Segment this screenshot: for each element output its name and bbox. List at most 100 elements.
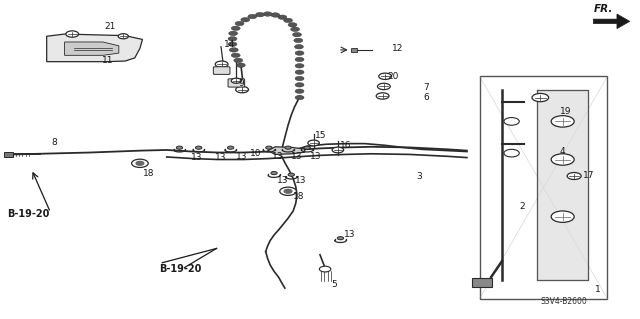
- Circle shape: [532, 93, 548, 102]
- Text: 13: 13: [214, 153, 226, 162]
- Circle shape: [295, 63, 304, 68]
- Circle shape: [236, 63, 245, 67]
- Polygon shape: [537, 90, 588, 280]
- Text: 15: 15: [315, 131, 326, 140]
- Text: 13: 13: [236, 152, 247, 161]
- Circle shape: [235, 21, 244, 26]
- Circle shape: [231, 53, 240, 57]
- Circle shape: [504, 149, 519, 157]
- Text: 17: 17: [583, 171, 595, 180]
- Circle shape: [195, 146, 202, 149]
- Polygon shape: [268, 147, 305, 154]
- Text: FR.: FR.: [593, 4, 612, 14]
- Text: 8: 8: [52, 138, 58, 147]
- Circle shape: [241, 18, 250, 22]
- Circle shape: [308, 140, 319, 146]
- Circle shape: [228, 37, 237, 41]
- Circle shape: [177, 146, 182, 149]
- Circle shape: [319, 266, 331, 272]
- Text: 20: 20: [387, 72, 399, 81]
- Text: 13: 13: [344, 230, 356, 239]
- Circle shape: [132, 159, 148, 167]
- Circle shape: [295, 83, 304, 87]
- Text: 13: 13: [276, 176, 288, 185]
- Circle shape: [295, 89, 304, 93]
- Circle shape: [295, 70, 304, 74]
- Polygon shape: [593, 14, 630, 29]
- Polygon shape: [472, 278, 492, 286]
- Text: 11: 11: [102, 56, 113, 65]
- Polygon shape: [47, 34, 143, 62]
- Circle shape: [551, 116, 574, 127]
- Text: 21: 21: [104, 22, 116, 31]
- Text: 18: 18: [293, 192, 305, 202]
- Circle shape: [379, 73, 392, 79]
- Text: 13: 13: [272, 152, 284, 161]
- Circle shape: [266, 146, 272, 149]
- Circle shape: [284, 18, 292, 23]
- Text: 12: 12: [392, 44, 403, 54]
- Polygon shape: [4, 152, 13, 157]
- Circle shape: [136, 161, 144, 165]
- Circle shape: [280, 187, 296, 196]
- Circle shape: [285, 146, 291, 149]
- Circle shape: [295, 51, 304, 55]
- FancyBboxPatch shape: [479, 76, 607, 299]
- Text: 6: 6: [424, 93, 429, 102]
- Circle shape: [378, 83, 390, 90]
- Circle shape: [284, 189, 292, 193]
- Circle shape: [271, 172, 277, 175]
- Text: 4: 4: [559, 147, 565, 156]
- Circle shape: [228, 42, 237, 47]
- FancyBboxPatch shape: [228, 79, 244, 87]
- Circle shape: [292, 33, 301, 37]
- Circle shape: [551, 154, 574, 165]
- Circle shape: [294, 38, 303, 43]
- Text: B-19-20: B-19-20: [7, 209, 49, 219]
- Circle shape: [248, 14, 257, 19]
- Text: 18: 18: [143, 169, 154, 178]
- Circle shape: [551, 211, 574, 222]
- Circle shape: [376, 93, 389, 99]
- Circle shape: [236, 86, 248, 93]
- Text: 16: 16: [340, 141, 352, 150]
- Text: S3V4-B2600: S3V4-B2600: [540, 297, 587, 306]
- Text: 10: 10: [250, 149, 261, 158]
- Circle shape: [215, 61, 228, 67]
- Circle shape: [294, 45, 303, 49]
- Circle shape: [255, 12, 264, 17]
- Text: 1: 1: [595, 285, 600, 293]
- Circle shape: [288, 173, 294, 176]
- Circle shape: [228, 31, 237, 36]
- FancyBboxPatch shape: [213, 67, 230, 74]
- Polygon shape: [351, 48, 357, 52]
- Circle shape: [295, 95, 304, 100]
- Circle shape: [66, 31, 79, 37]
- Circle shape: [295, 57, 304, 62]
- Circle shape: [229, 48, 238, 52]
- Circle shape: [291, 27, 300, 32]
- Text: B-19-20: B-19-20: [159, 264, 202, 274]
- Circle shape: [567, 173, 581, 180]
- Circle shape: [337, 237, 344, 240]
- Text: 13: 13: [191, 153, 202, 162]
- Circle shape: [504, 118, 519, 125]
- Text: 9: 9: [238, 79, 244, 88]
- Text: 13: 13: [310, 152, 322, 161]
- Circle shape: [263, 12, 272, 16]
- Circle shape: [278, 15, 287, 19]
- Text: 13: 13: [291, 152, 303, 161]
- Circle shape: [231, 78, 241, 83]
- Circle shape: [231, 26, 240, 31]
- Text: 13: 13: [294, 176, 306, 185]
- Circle shape: [288, 23, 297, 27]
- Text: 14: 14: [224, 40, 236, 49]
- Text: 2: 2: [519, 202, 525, 211]
- Text: 7: 7: [424, 83, 429, 92]
- Text: 3: 3: [416, 173, 422, 182]
- Text: 5: 5: [332, 279, 337, 288]
- Circle shape: [304, 146, 310, 149]
- Circle shape: [227, 146, 234, 149]
- Circle shape: [271, 13, 280, 17]
- Circle shape: [118, 34, 129, 39]
